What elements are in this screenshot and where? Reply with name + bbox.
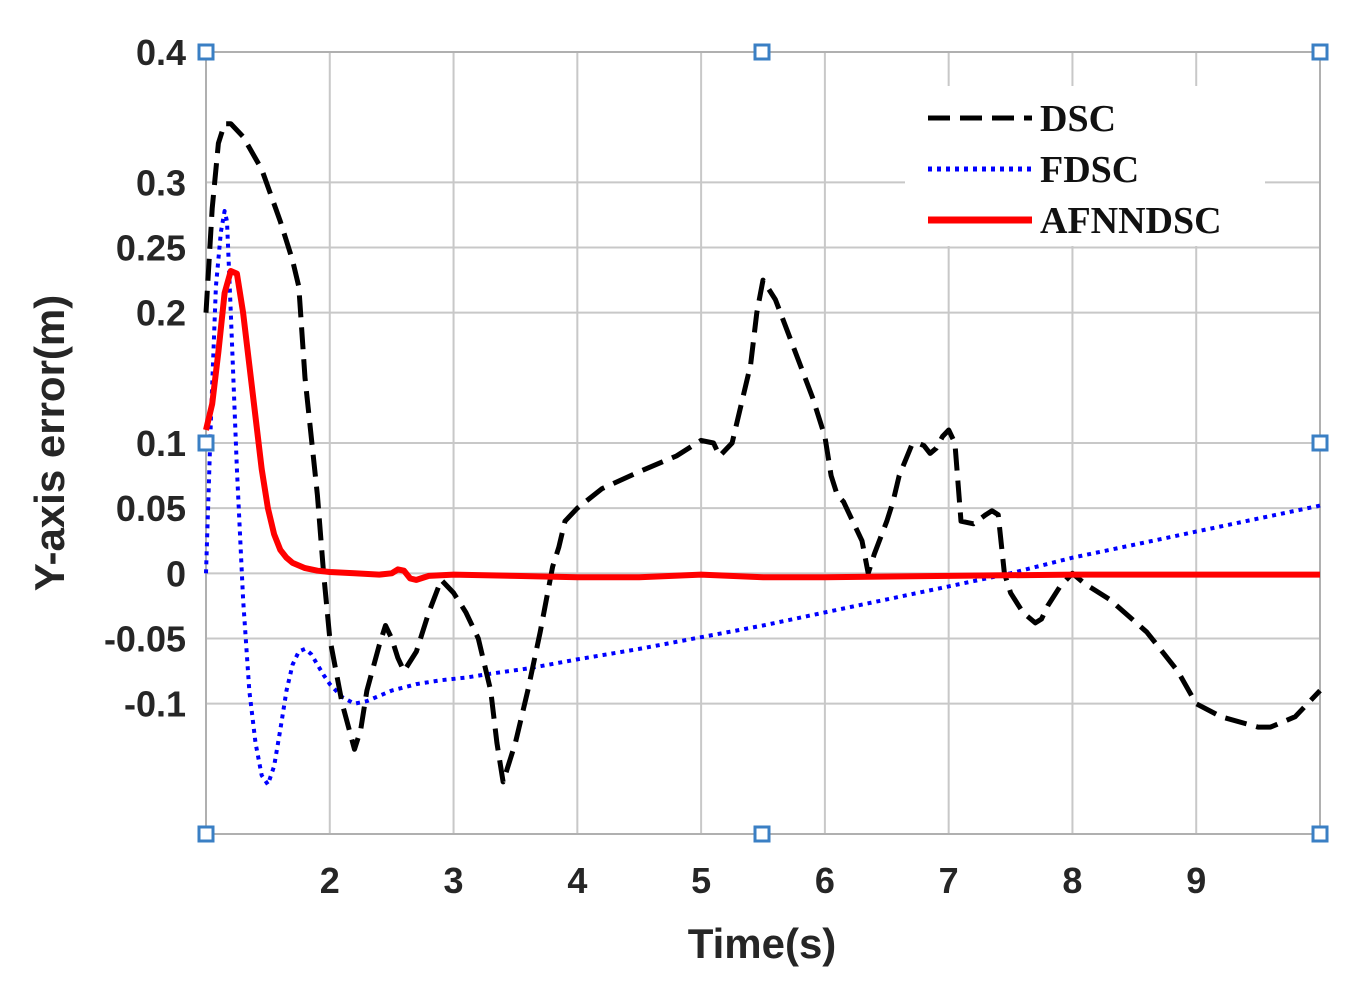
selection-handle[interactable] <box>197 434 215 452</box>
y-tick-labels: 0.4 0.3 0.25 0.2 0.1 0.05 0 -0.05 -0.1 <box>104 32 186 725</box>
y-tick-label: 0.1 <box>136 423 186 464</box>
series-line-fdsc <box>204 209 1321 787</box>
x-tick-label: 6 <box>815 860 835 901</box>
selection-handle[interactable] <box>197 43 215 61</box>
legend: DSC FDSC AFNNDSC <box>905 86 1265 246</box>
y-tick-label: 0.05 <box>116 488 186 529</box>
y-tick-label: 0.4 <box>136 32 186 73</box>
x-tick-label: 2 <box>320 860 340 901</box>
x-tick-label: 8 <box>1062 860 1082 901</box>
x-tick-label: 4 <box>567 860 587 901</box>
x-tick-label: 7 <box>939 860 959 901</box>
selection-handle[interactable] <box>753 825 771 843</box>
y-tick-label: 0.25 <box>116 228 186 269</box>
x-tick-label: 9 <box>1186 860 1206 901</box>
y-tick-label: -0.05 <box>104 619 186 660</box>
selection-handle[interactable] <box>1311 434 1329 452</box>
x-tick-label: 3 <box>444 860 464 901</box>
series-line-dsc <box>203 121 1322 785</box>
y-tick-label: -0.1 <box>124 684 186 725</box>
series-line-afnndsc <box>203 268 1320 583</box>
legend-label-dsc: DSC <box>1040 98 1116 140</box>
x-axis-title: Time(s) <box>688 920 837 967</box>
y-tick-label: 0 <box>166 553 186 594</box>
x-tick-label: 5 <box>691 860 711 901</box>
x-tick-labels: 2 3 4 5 6 7 8 9 <box>320 860 1206 901</box>
legend-label-afnndsc: AFNNDSC <box>1040 200 1222 242</box>
series-lines <box>203 121 1322 787</box>
selection-handle[interactable] <box>753 43 771 61</box>
selection-handle[interactable] <box>1311 43 1329 61</box>
selection-handles[interactable] <box>197 43 1329 843</box>
y-tick-label: 0.2 <box>136 293 186 334</box>
y-tick-label: 0.3 <box>136 162 186 203</box>
legend-label-fdsc: FDSC <box>1040 149 1139 191</box>
selection-handle[interactable] <box>1311 825 1329 843</box>
selection-handle[interactable] <box>197 825 215 843</box>
y-axis-title: Y-axis error(m) <box>26 295 73 591</box>
